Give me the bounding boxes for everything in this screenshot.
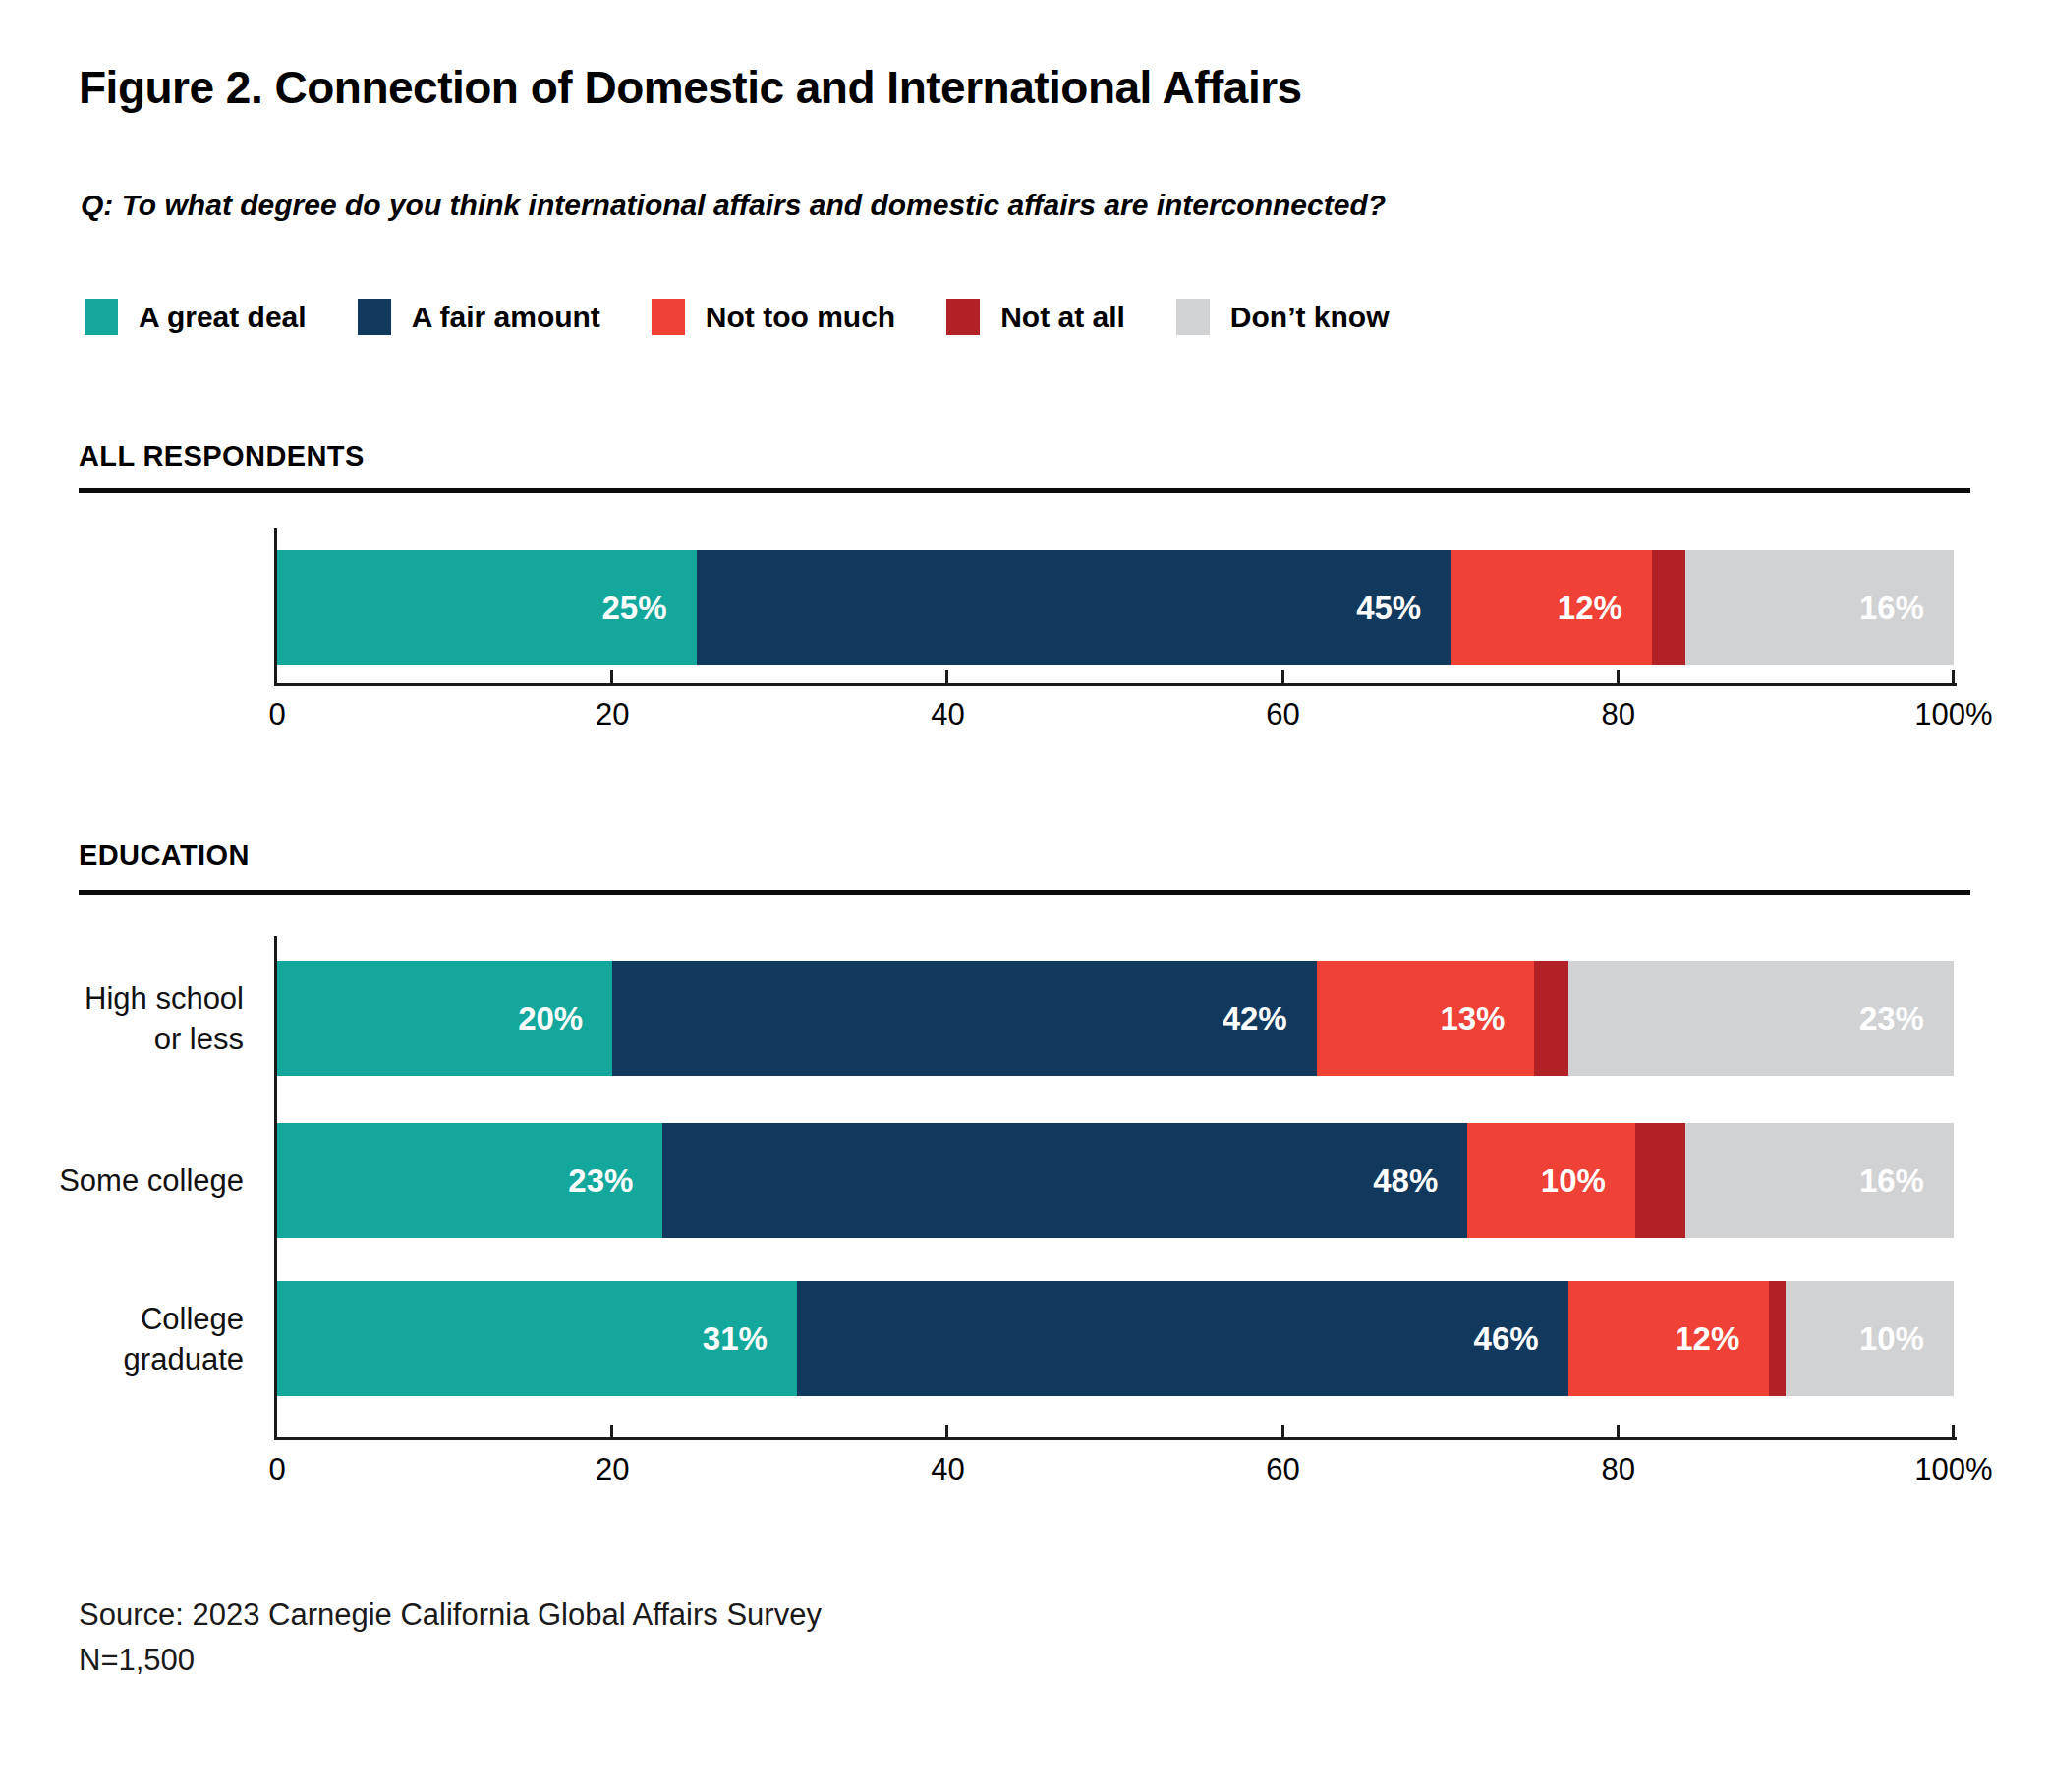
bar-value-label: 45% [1356,589,1451,627]
bar-segment-don-t-know: 16% [1685,550,1954,665]
bar-segment-not-too-much: 12% [1568,1281,1770,1396]
x-axis-tick-label: 40 [869,698,1026,733]
x-axis-tick-label: 80 [1540,698,1697,733]
bar-value-label: 10% [1859,1320,1954,1358]
bar-segment-a-great-deal: 25% [277,550,697,665]
x-axis-tick [610,1425,613,1437]
legend-swatch-icon [1176,299,1210,335]
bar-segment-not-too-much: 13% [1317,961,1535,1076]
bar-value-label: 20% [518,1000,612,1037]
x-axis-tick [1952,670,1955,683]
legend-item-4: Not at all [946,299,1125,335]
x-axis-tick [1281,670,1284,683]
row-label-line: or less [0,1019,244,1059]
x-axis-tick [1952,1425,1955,1437]
legend-swatch-icon [652,299,685,335]
x-axis-tick [945,670,948,683]
bar-row: 31% 46% 12% 10% [277,1281,1954,1396]
bar-segment-a-fair-amount: 42% [612,961,1317,1076]
bar-segment-not-at-all [1769,1281,1786,1396]
legend-item-5: Don’t know [1176,299,1390,335]
x-axis-tick [1617,1425,1620,1437]
legend-swatch-icon [358,299,391,335]
legend-item-label: Don’t know [1230,301,1390,334]
legend-swatch-icon [85,299,118,335]
bar-value-label: 16% [1859,1162,1954,1200]
row-label-line: graduate [0,1339,244,1379]
bar-value-label: 16% [1859,589,1954,627]
figure-page: Figure 2. Connection of Domestic and Int… [0,0,2048,1792]
legend-item-2: A fair amount [358,299,600,335]
x-axis-tick-label: 60 [1205,1452,1362,1487]
bar-segment-not-too-much: 12% [1451,550,1652,665]
bar-segment-a-great-deal: 20% [277,961,612,1076]
bar-segment-don-t-know: 10% [1786,1281,1954,1396]
row-label: Collegegraduate [0,1281,244,1396]
legend-swatch-icon [946,299,980,335]
x-axis-tick-label: 100% [1875,698,2032,733]
x-axis-tick-label: 20 [534,698,691,733]
bar-segment-not-at-all [1635,1123,1685,1238]
legend-item-label: A great deal [139,301,307,334]
bar-row: 25% 45% 12% 16% [277,550,1954,665]
bar-segment-don-t-know: 16% [1685,1123,1954,1238]
bar-value-label: 10% [1541,1162,1635,1200]
row-label-line: College [0,1299,244,1339]
bar-segment-a-fair-amount: 46% [797,1281,1568,1396]
survey-question: Q: To what degree do you think internati… [81,189,1386,222]
x-axis-tick-label: 20 [534,1452,691,1487]
legend-item-1: A great deal [85,299,307,335]
bar-segment-a-fair-amount: 48% [662,1123,1467,1238]
bar-segment-don-t-know: 23% [1568,961,1954,1076]
figure-title: Figure 2. Connection of Domestic and Int… [79,61,1302,114]
legend-item-label: Not too much [706,301,895,334]
x-axis-tick-label: 0 [199,1452,356,1487]
section-title-all-respondents: ALL RESPONDENTS [79,440,365,473]
bar-segment-a-fair-amount: 45% [697,550,1451,665]
legend-item-label: Not at all [1000,301,1125,334]
row-label-line: High school [0,979,244,1019]
source-note: Source: 2023 Carnegie California Global … [79,1597,822,1633]
bar-segment-a-great-deal: 31% [277,1281,797,1396]
x-axis-tick-label: 0 [199,698,356,733]
row-label: High schoolor less [0,961,244,1076]
bar-value-label: 42% [1223,1000,1317,1037]
x-axis-line [274,1437,1957,1440]
bar-value-label: 12% [1675,1320,1769,1358]
sample-size-note: N=1,500 [79,1643,195,1678]
x-axis-tick-label: 40 [869,1452,1026,1487]
bar-value-label: 48% [1373,1162,1467,1200]
legend-item-3: Not too much [652,299,895,335]
section-divider [79,488,1970,493]
section-divider [79,890,1970,895]
bar-row: 23% 48% 10% 16% [277,1123,1954,1238]
x-axis-tick-label: 80 [1540,1452,1697,1487]
section-title-education: EDUCATION [79,839,250,871]
bar-value-label: 23% [1859,1000,1954,1037]
x-axis-tick [1617,670,1620,683]
row-label: Some college [0,1123,244,1238]
x-axis-tick [945,1425,948,1437]
bar-value-label: 12% [1558,589,1652,627]
x-axis-tick [610,670,613,683]
bar-value-label: 46% [1474,1320,1568,1358]
legend-item-label: A fair amount [412,301,600,334]
x-axis-tick [1281,1425,1284,1437]
bar-value-label: 13% [1440,1000,1534,1037]
row-label-line: Some college [0,1160,244,1201]
bar-row: 20% 42% 13% 23% [277,961,1954,1076]
bar-segment-not-at-all [1534,961,1567,1076]
legend: A great deal A fair amount Not too much Not… [85,299,1390,335]
bar-segment-a-great-deal: 23% [277,1123,662,1238]
bar-segment-not-at-all [1652,550,1685,665]
bar-value-label: 23% [568,1162,662,1200]
x-axis-tick-label: 100% [1875,1452,2032,1487]
bar-segment-not-too-much: 10% [1467,1123,1635,1238]
bar-value-label: 25% [601,589,696,627]
bar-value-label: 31% [703,1320,797,1358]
x-axis-line [274,683,1957,686]
x-axis-tick-label: 60 [1205,698,1362,733]
